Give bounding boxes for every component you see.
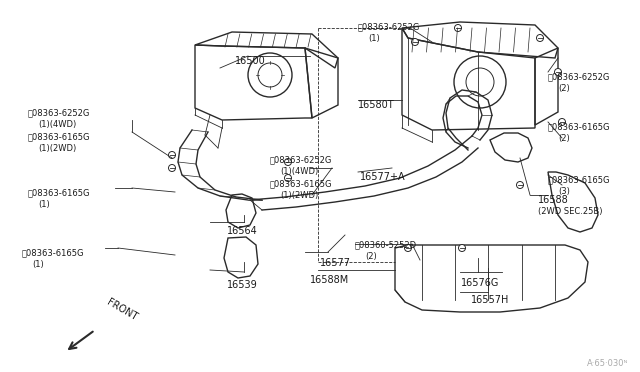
Circle shape	[168, 164, 175, 171]
Circle shape	[285, 158, 291, 166]
Circle shape	[285, 174, 291, 182]
Text: (2WD SEC.25B): (2WD SEC.25B)	[538, 207, 602, 216]
Circle shape	[458, 244, 465, 251]
Circle shape	[536, 35, 543, 42]
Circle shape	[454, 25, 461, 32]
Text: Ⓢ08363-6165G: Ⓢ08363-6165G	[548, 175, 611, 184]
Circle shape	[559, 119, 566, 125]
Text: 16576G: 16576G	[461, 278, 499, 288]
Text: (2): (2)	[365, 252, 377, 261]
Text: 16577: 16577	[319, 258, 351, 268]
Circle shape	[412, 38, 419, 45]
Text: Ⓢ08363-6252G: Ⓢ08363-6252G	[548, 72, 611, 81]
Text: (3): (3)	[558, 187, 570, 196]
Circle shape	[404, 244, 412, 251]
Text: (1): (1)	[38, 200, 50, 209]
Text: (1)(2WD): (1)(2WD)	[280, 191, 318, 200]
Text: 16580T: 16580T	[358, 100, 395, 110]
Text: 16564: 16564	[227, 226, 257, 236]
Text: Ⓢ08363-6165G: Ⓢ08363-6165G	[28, 132, 90, 141]
Text: 16577+A: 16577+A	[360, 172, 406, 182]
Text: (1)(4WD): (1)(4WD)	[38, 120, 76, 129]
Text: 16557H: 16557H	[471, 295, 509, 305]
Circle shape	[516, 182, 524, 189]
Text: A·65·030ᴺ: A·65·030ᴺ	[587, 359, 628, 368]
Text: Ⓢ08363-6165G: Ⓢ08363-6165G	[28, 188, 90, 197]
Text: Ⓢ08363-6165G: Ⓢ08363-6165G	[270, 179, 333, 188]
Text: FRONT: FRONT	[105, 296, 139, 322]
Text: 16500: 16500	[235, 56, 266, 66]
Text: Ⓢ08363-6252G: Ⓢ08363-6252G	[28, 108, 90, 117]
Text: 16539: 16539	[227, 280, 257, 290]
Text: Ⓢ08360-5252D: Ⓢ08360-5252D	[355, 240, 417, 249]
Text: Ⓢ08363-6165G: Ⓢ08363-6165G	[22, 248, 84, 257]
Text: (1): (1)	[32, 260, 44, 269]
Text: 16588: 16588	[538, 195, 569, 205]
Text: (1)(4WD): (1)(4WD)	[280, 167, 318, 176]
Text: Ⓢ08363-6252G: Ⓢ08363-6252G	[358, 22, 420, 31]
Text: (2): (2)	[558, 84, 570, 93]
Text: (2): (2)	[558, 134, 570, 143]
Circle shape	[168, 151, 175, 158]
Circle shape	[554, 68, 561, 76]
Text: Ⓢ08363-6165G: Ⓢ08363-6165G	[548, 122, 611, 131]
Text: (1)(2WD): (1)(2WD)	[38, 144, 76, 153]
Text: Ⓢ08363-6252G: Ⓢ08363-6252G	[270, 155, 332, 164]
Text: (1): (1)	[368, 34, 380, 43]
Text: 16588M: 16588M	[310, 275, 349, 285]
